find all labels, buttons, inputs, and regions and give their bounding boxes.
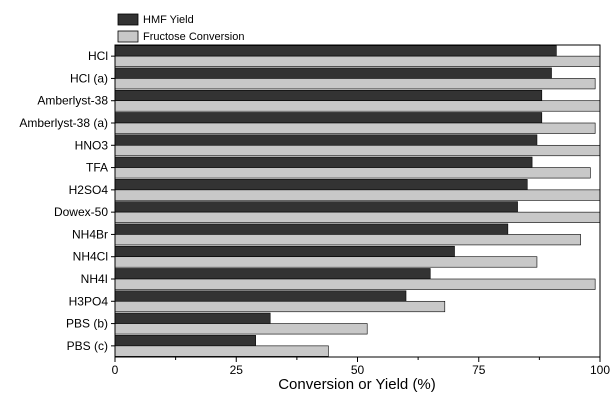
bar-hmf-yield-hno3 bbox=[114, 134, 538, 146]
legend-swatch-hmf-yield bbox=[117, 13, 139, 26]
bar-fructose-conversion-nh4cl bbox=[114, 256, 538, 268]
bar-fructose-conversion-amberlyst-38 bbox=[114, 100, 601, 112]
x-tick-label-50: 50 bbox=[351, 363, 365, 377]
category-label-pbs-c: PBS (c) bbox=[67, 339, 108, 353]
bar-hmf-yield-nh4i bbox=[114, 268, 431, 280]
category-label-h3po4: H3PO4 bbox=[69, 294, 109, 308]
legend: HMF Yield Fructose Conversion bbox=[117, 13, 245, 43]
category-label-tfa: TFA bbox=[86, 161, 108, 175]
category-label-dowex-50: Dowex-50 bbox=[54, 205, 108, 219]
category-label-hno3: HNO3 bbox=[75, 138, 109, 152]
bar-fructose-conversion-hcl-a bbox=[114, 78, 596, 90]
category-label-hcl-a: HCl (a) bbox=[70, 71, 108, 85]
bar-hmf-yield-hcl bbox=[114, 45, 557, 57]
bar-fructose-conversion-nh4i bbox=[114, 278, 596, 290]
x-tick-label-25: 25 bbox=[230, 363, 244, 377]
bar-fructose-conversion-dowex-50 bbox=[114, 211, 601, 223]
bar-fructose-conversion-h3po4 bbox=[114, 300, 446, 313]
category-label-pbs-b: PBS (b) bbox=[66, 317, 108, 331]
category-label-amberlyst-38-a: Amberlyst-38 (a) bbox=[19, 116, 108, 130]
bar-fructose-conversion-amberlyst-38-a bbox=[114, 122, 596, 134]
bar-hmf-yield-nh4cl bbox=[114, 245, 455, 258]
legend-label-fructose-conversion: Fructose Conversion bbox=[143, 31, 245, 43]
bar-hmf-yield-dowex-50 bbox=[114, 201, 518, 213]
legend-label-hmf-yield: HMF Yield bbox=[143, 14, 194, 26]
bar-hmf-yield-pbs-b bbox=[114, 312, 271, 324]
bar-hmf-yield-pbs-c bbox=[114, 335, 256, 347]
bar-fructose-conversion-hno3 bbox=[114, 144, 601, 157]
bar-fructose-conversion-pbs-c bbox=[114, 345, 329, 357]
x-axis: 0 25 50 75 100 bbox=[112, 357, 610, 377]
category-label-h2so4: H2SO4 bbox=[69, 183, 109, 197]
category-label-hcl: HCl bbox=[88, 49, 108, 63]
bar-hmf-yield-tfa bbox=[114, 156, 533, 168]
x-tick-label-0: 0 bbox=[112, 363, 119, 377]
x-axis-title: Conversion or Yield (%) bbox=[278, 376, 436, 393]
bar-fructose-conversion-tfa bbox=[114, 167, 591, 179]
bar-hmf-yield-amberlyst-38 bbox=[114, 89, 543, 102]
legend-swatch-fructose-conversion bbox=[117, 30, 139, 43]
plot-frame bbox=[114, 44, 601, 358]
category-label-nh4i: NH4I bbox=[81, 272, 108, 286]
bar-hmf-yield-hcl-a bbox=[114, 67, 552, 79]
category-label-nh4br: NH4Br bbox=[72, 227, 108, 241]
bar-fructose-conversion-h2so4 bbox=[114, 189, 601, 201]
x-tick-label-75: 75 bbox=[472, 363, 486, 377]
category-label-nh4cl: NH4Cl bbox=[73, 250, 108, 264]
bar-hmf-yield-amberlyst-38-a bbox=[114, 112, 543, 124]
bar-hmf-yield-h2so4 bbox=[114, 179, 528, 191]
bar-fructose-conversion-hcl bbox=[114, 55, 601, 67]
bar-hmf-yield-h3po4 bbox=[114, 290, 407, 302]
category-labels: HCl HCl (a) Amberlyst-38 Amberlyst-38 (a) HN… bbox=[19, 49, 115, 353]
x-tick-label-100: 100 bbox=[590, 363, 610, 377]
bars-group bbox=[114, 45, 601, 357]
bar-fructose-conversion-pbs-b bbox=[114, 323, 368, 335]
bar-fructose-conversion-nh4br bbox=[114, 234, 581, 246]
category-label-amberlyst-38: Amberlyst-38 bbox=[37, 94, 108, 108]
bar-hmf-yield-nh4br bbox=[114, 223, 509, 235]
